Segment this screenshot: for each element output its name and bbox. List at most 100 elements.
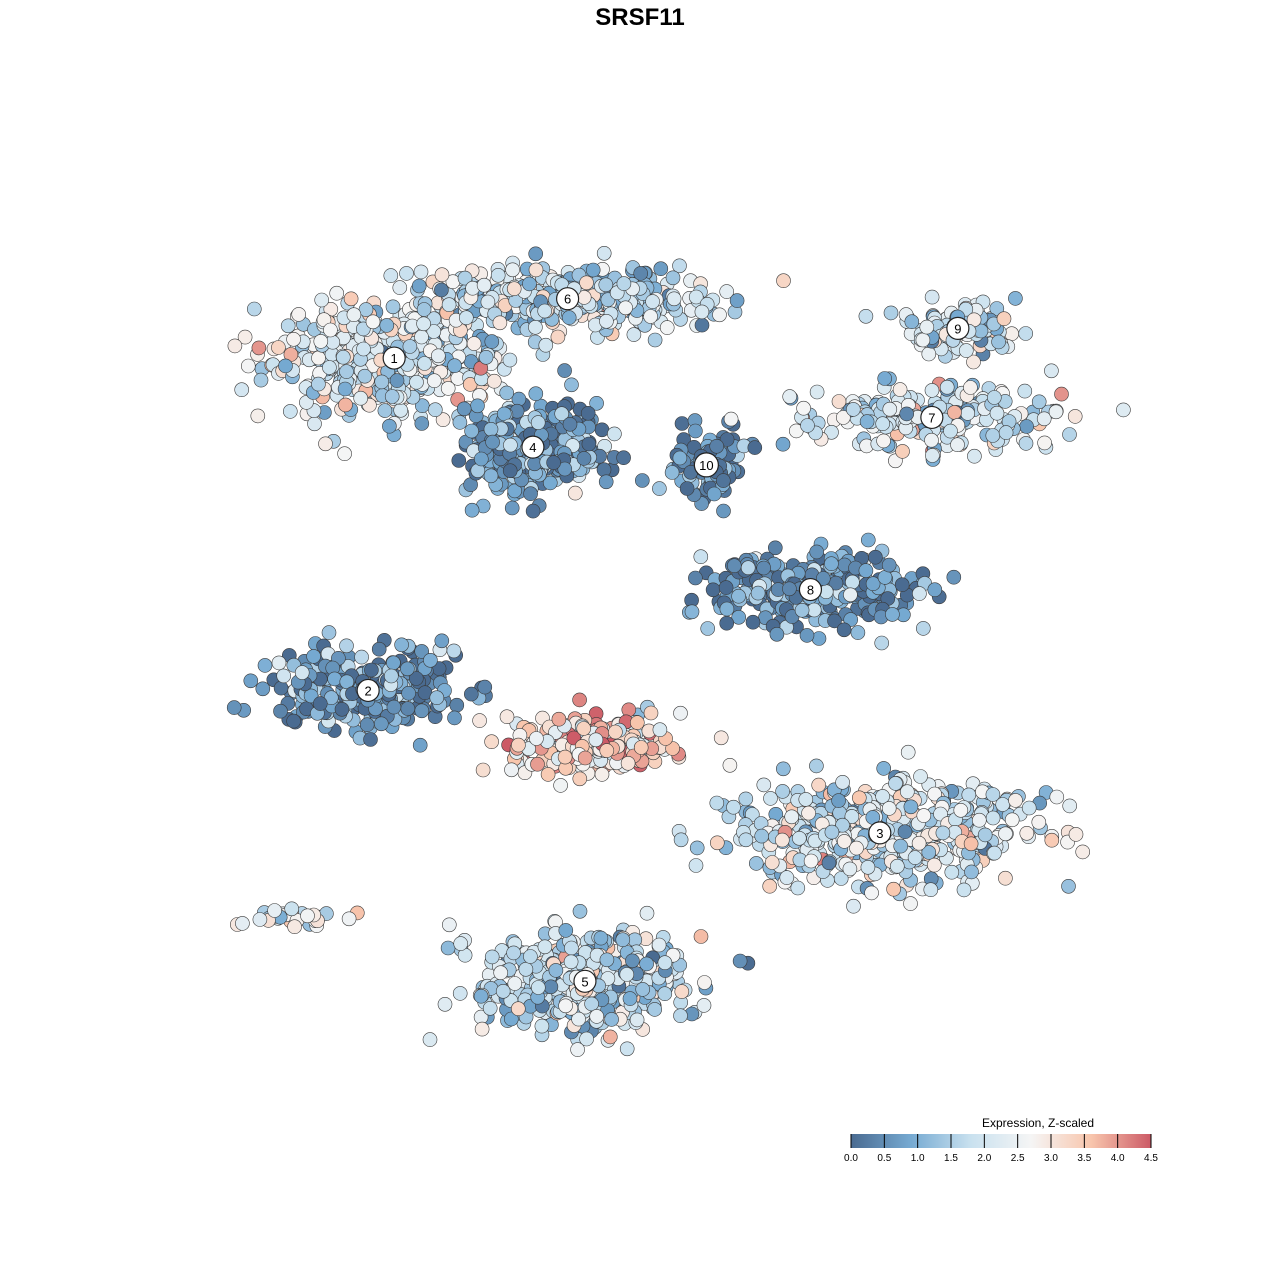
- data-point: [756, 777, 772, 793]
- data-point: [688, 423, 703, 439]
- data-point: [1044, 832, 1060, 848]
- data-point: [393, 402, 409, 418]
- data-point: [466, 336, 482, 351]
- data-point: [845, 574, 860, 590]
- data-point: [845, 402, 861, 417]
- data-point: [401, 685, 416, 701]
- data-point: [882, 401, 898, 417]
- data-point: [657, 986, 673, 1002]
- data-point: [619, 1041, 635, 1057]
- data-point: [719, 601, 735, 617]
- data-point: [740, 560, 756, 576]
- data-point: [831, 793, 846, 808]
- data-point: [373, 716, 389, 732]
- data-point: [338, 397, 353, 413]
- data-point: [633, 266, 649, 281]
- data-point: [492, 315, 508, 331]
- data-point: [775, 436, 791, 452]
- data-point: [653, 261, 669, 277]
- data-point: [564, 940, 579, 956]
- data-point: [511, 737, 526, 753]
- data-point: [943, 423, 958, 439]
- data-point: [1061, 878, 1076, 894]
- data-point: [528, 246, 544, 262]
- data-point: [409, 374, 424, 390]
- data-point: [919, 319, 935, 335]
- data-point: [963, 836, 979, 852]
- data-point: [423, 652, 438, 668]
- colorbar-tick-label: 0.5: [877, 1153, 891, 1164]
- data-point: [576, 451, 592, 466]
- data-point: [875, 789, 890, 804]
- colorbar-legend: Expression, Z-scaled 0.0 0.5 1.0 1.5 2.0 2.5 3…: [844, 1116, 1158, 1164]
- data-point: [939, 379, 955, 395]
- data-point: [864, 885, 879, 901]
- data-point: [832, 805, 848, 821]
- data-point: [953, 802, 969, 818]
- data-point: [622, 991, 638, 1006]
- data-point: [674, 984, 690, 999]
- data-point: [811, 631, 827, 646]
- data-point: [926, 857, 942, 873]
- data-point: [364, 662, 379, 678]
- data-point: [619, 967, 635, 982]
- data-point: [1021, 800, 1037, 816]
- data-point: [803, 853, 819, 869]
- data-point: [427, 402, 443, 418]
- data-point: [924, 383, 940, 398]
- data-point: [827, 613, 842, 629]
- data-point: [608, 724, 623, 740]
- data-point: [484, 949, 500, 965]
- data-point: [476, 277, 492, 293]
- data-point: [774, 832, 790, 848]
- data-point: [464, 423, 479, 439]
- data-point: [456, 401, 472, 417]
- data-point: [604, 1012, 619, 1027]
- data-point: [709, 835, 725, 851]
- data-point: [1049, 789, 1065, 805]
- data-point: [486, 373, 502, 389]
- cluster-label-text: 4: [529, 440, 536, 455]
- data-point: [585, 262, 601, 278]
- data-point: [313, 334, 329, 349]
- data-point: [835, 410, 851, 425]
- data-point: [329, 285, 345, 301]
- data-point: [371, 641, 387, 657]
- data-point: [354, 649, 369, 665]
- data-point: [482, 1000, 498, 1016]
- data-point: [700, 621, 716, 636]
- data-point: [564, 377, 579, 393]
- data-point: [537, 303, 553, 319]
- data-point: [709, 438, 725, 454]
- data-point: [412, 737, 428, 753]
- data-point: [635, 982, 651, 997]
- data-point: [538, 337, 554, 353]
- data-point: [530, 756, 545, 772]
- data-point: [868, 549, 883, 565]
- data-point: [833, 871, 849, 886]
- data-point: [877, 371, 893, 386]
- data-point: [618, 300, 633, 316]
- data-point: [434, 633, 450, 649]
- data-point: [506, 945, 521, 961]
- data-point: [998, 870, 1013, 886]
- colorbar-tick-label: 4.0: [1111, 1153, 1125, 1164]
- data-point: [666, 291, 682, 307]
- data-point: [647, 1002, 663, 1017]
- data-point: [502, 463, 518, 479]
- data-point: [504, 762, 519, 778]
- data-point: [365, 314, 381, 330]
- data-point: [300, 908, 315, 924]
- data-point: [470, 398, 485, 414]
- data-point: [809, 544, 825, 560]
- data-point: [507, 976, 523, 991]
- data-point: [567, 485, 583, 501]
- data-point: [400, 701, 416, 716]
- data-point: [484, 734, 499, 750]
- data-point: [762, 878, 778, 894]
- data-point: [876, 433, 891, 449]
- data-point: [616, 276, 632, 291]
- data-point: [971, 812, 987, 828]
- data-point: [842, 861, 858, 877]
